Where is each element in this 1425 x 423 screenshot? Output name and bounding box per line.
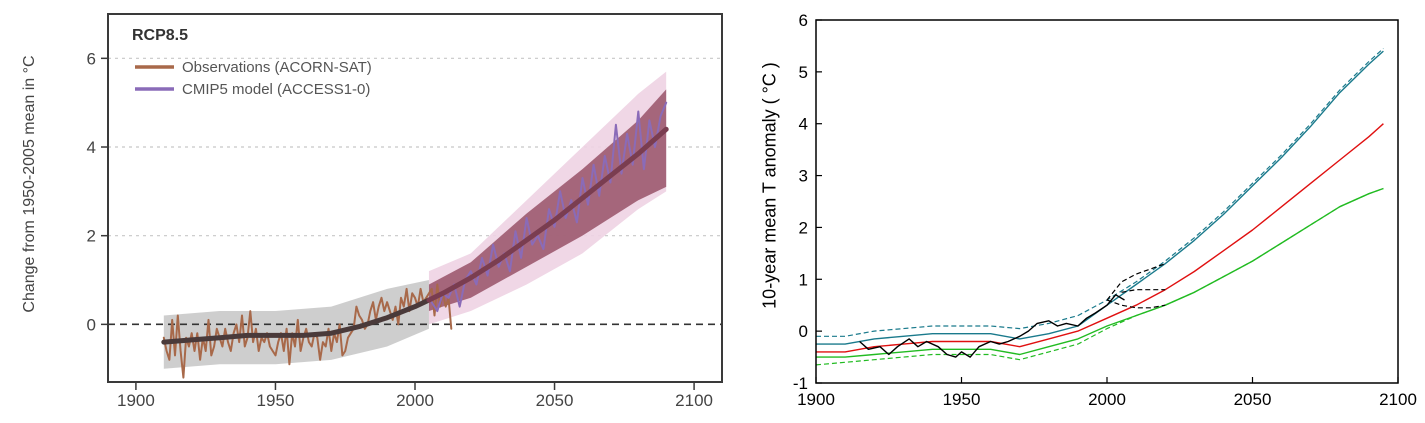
y-tick-label: 2 (87, 227, 96, 246)
y-tick-label: 4 (87, 138, 96, 157)
series-line (815, 187, 1384, 366)
panel-label: RCP8.5 (132, 27, 188, 44)
y-tick-label: 0 (799, 322, 808, 341)
series-line (430, 101, 668, 313)
y-tick-label: 3 (799, 167, 808, 186)
x-tick-label: 1950 (943, 390, 981, 409)
legend-label: Observations (ACORN-SAT) (182, 59, 372, 76)
left-y-axis-title: Change from 1950-2005 mean in °C (21, 55, 38, 313)
series-line (161, 297, 432, 345)
y-tick-label: 4 (799, 115, 808, 134)
x-tick-label: 2050 (536, 391, 574, 410)
x-tick-label: 2000 (396, 391, 434, 410)
y-tick-label: 6 (799, 11, 808, 30)
y-tick-label: 1 (799, 270, 808, 289)
series-line (1106, 299, 1166, 309)
legend-label: CMIP5 model (ACCESS1-0) (182, 81, 370, 98)
series-line (1106, 263, 1166, 301)
series-line (1121, 289, 1166, 293)
y-tick-label: 2 (799, 218, 808, 237)
x-tick-label: 1950 (257, 391, 295, 410)
x-tick-label: 2100 (675, 391, 713, 410)
y-tick-label: 6 (87, 49, 96, 68)
left-chart: 0 2 4 6 1900 1950 2000 2050 2100 RCP8.5 Observatio… (87, 13, 723, 410)
x-tick-label: 1900 (117, 391, 155, 410)
x-tick-label: 2100 (1379, 390, 1417, 409)
right-chart: -1 0 1 2 3 4 5 6 1900 1950 2000 2050 2100 (793, 11, 1417, 409)
y-tick-label: 0 (87, 315, 96, 334)
x-tick-label: 2050 (1234, 390, 1272, 409)
right-y-axis-title: 10-year mean T anomaly ( °C ) (759, 62, 780, 309)
series-line (426, 126, 669, 303)
y-tick-label: -1 (793, 374, 808, 393)
series-line (859, 294, 1125, 358)
series-line (816, 123, 1384, 353)
x-tick-label: 2000 (1088, 390, 1126, 409)
y-tick-label: 5 (799, 63, 808, 82)
x-tick-label: 1900 (797, 390, 835, 409)
series-line (816, 50, 1384, 345)
range-band (428, 89, 667, 312)
